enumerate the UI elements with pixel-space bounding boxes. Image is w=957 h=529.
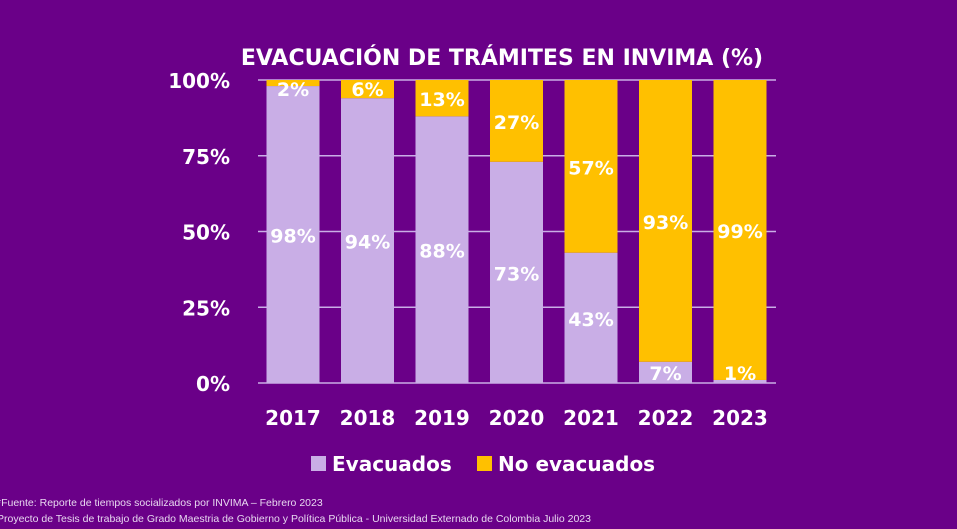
y-tick-label: 25% <box>182 296 230 320</box>
x-tick-label: 2022 <box>638 406 694 430</box>
data-label: 2% <box>277 79 309 101</box>
bar-segment-evacuados <box>266 86 320 383</box>
bar-segment-no-evacuados <box>639 80 692 362</box>
data-label: 6% <box>351 79 383 101</box>
legend: Evacuados No evacuados <box>311 452 655 476</box>
data-label: 94% <box>345 232 390 254</box>
data-label: 27% <box>494 112 539 134</box>
data-label: 13% <box>419 89 464 111</box>
x-tick-label: 2017 <box>265 406 321 430</box>
bar-segment-no-evacuados <box>564 80 618 253</box>
y-tick-label: 75% <box>182 145 230 169</box>
legend-swatch-no-evacuados <box>477 456 492 471</box>
bar-segment-no-evacuados <box>713 80 767 380</box>
x-tick-label: 2019 <box>414 406 470 430</box>
bar-segment-evacuados <box>639 361 692 383</box>
x-tick-label: 2018 <box>340 406 396 430</box>
x-tick-label: 2023 <box>712 406 768 430</box>
bar-segment-no-evacuados <box>415 80 469 117</box>
data-label: 88% <box>419 241 464 263</box>
legend-label-no-evacuados: No evacuados <box>498 452 655 476</box>
bar-segment-evacuados <box>415 116 469 384</box>
bar-segment-no-evacuados <box>490 80 543 162</box>
chart-title: EVACUACIÓN DE TRÁMITES EN INVIMA (%) <box>241 45 763 71</box>
data-label: 93% <box>643 212 688 234</box>
data-label: 57% <box>568 157 613 179</box>
y-tick-label: 50% <box>182 221 230 245</box>
data-label: 43% <box>568 309 613 331</box>
data-label: 1% <box>724 363 756 385</box>
x-tick-label: 2021 <box>563 406 619 430</box>
legend-swatch-evacuados <box>311 456 326 471</box>
bar-segment-no-evacuados <box>266 80 320 87</box>
x-tick-label: 2020 <box>489 406 545 430</box>
footer-project: Proyecto de Tesis de trabajo de Grado Ma… <box>0 513 591 525</box>
data-label: 7% <box>649 363 681 385</box>
footer-source: *Fuente: Reporte de tiempos socializados… <box>0 497 323 509</box>
data-label: 73% <box>494 263 539 285</box>
y-tick-label: 100% <box>168 69 230 93</box>
y-tick-label: 0% <box>196 372 230 396</box>
bar-segment-evacuados <box>490 161 543 383</box>
bar-segment-no-evacuados <box>341 80 394 99</box>
data-label: 98% <box>270 226 315 248</box>
data-label: 99% <box>717 221 762 243</box>
bar-segment-evacuados <box>564 252 618 383</box>
bar-segment-evacuados <box>713 379 767 383</box>
legend-label-evacuados: Evacuados <box>332 452 452 476</box>
bar-segment-evacuados <box>341 98 394 384</box>
